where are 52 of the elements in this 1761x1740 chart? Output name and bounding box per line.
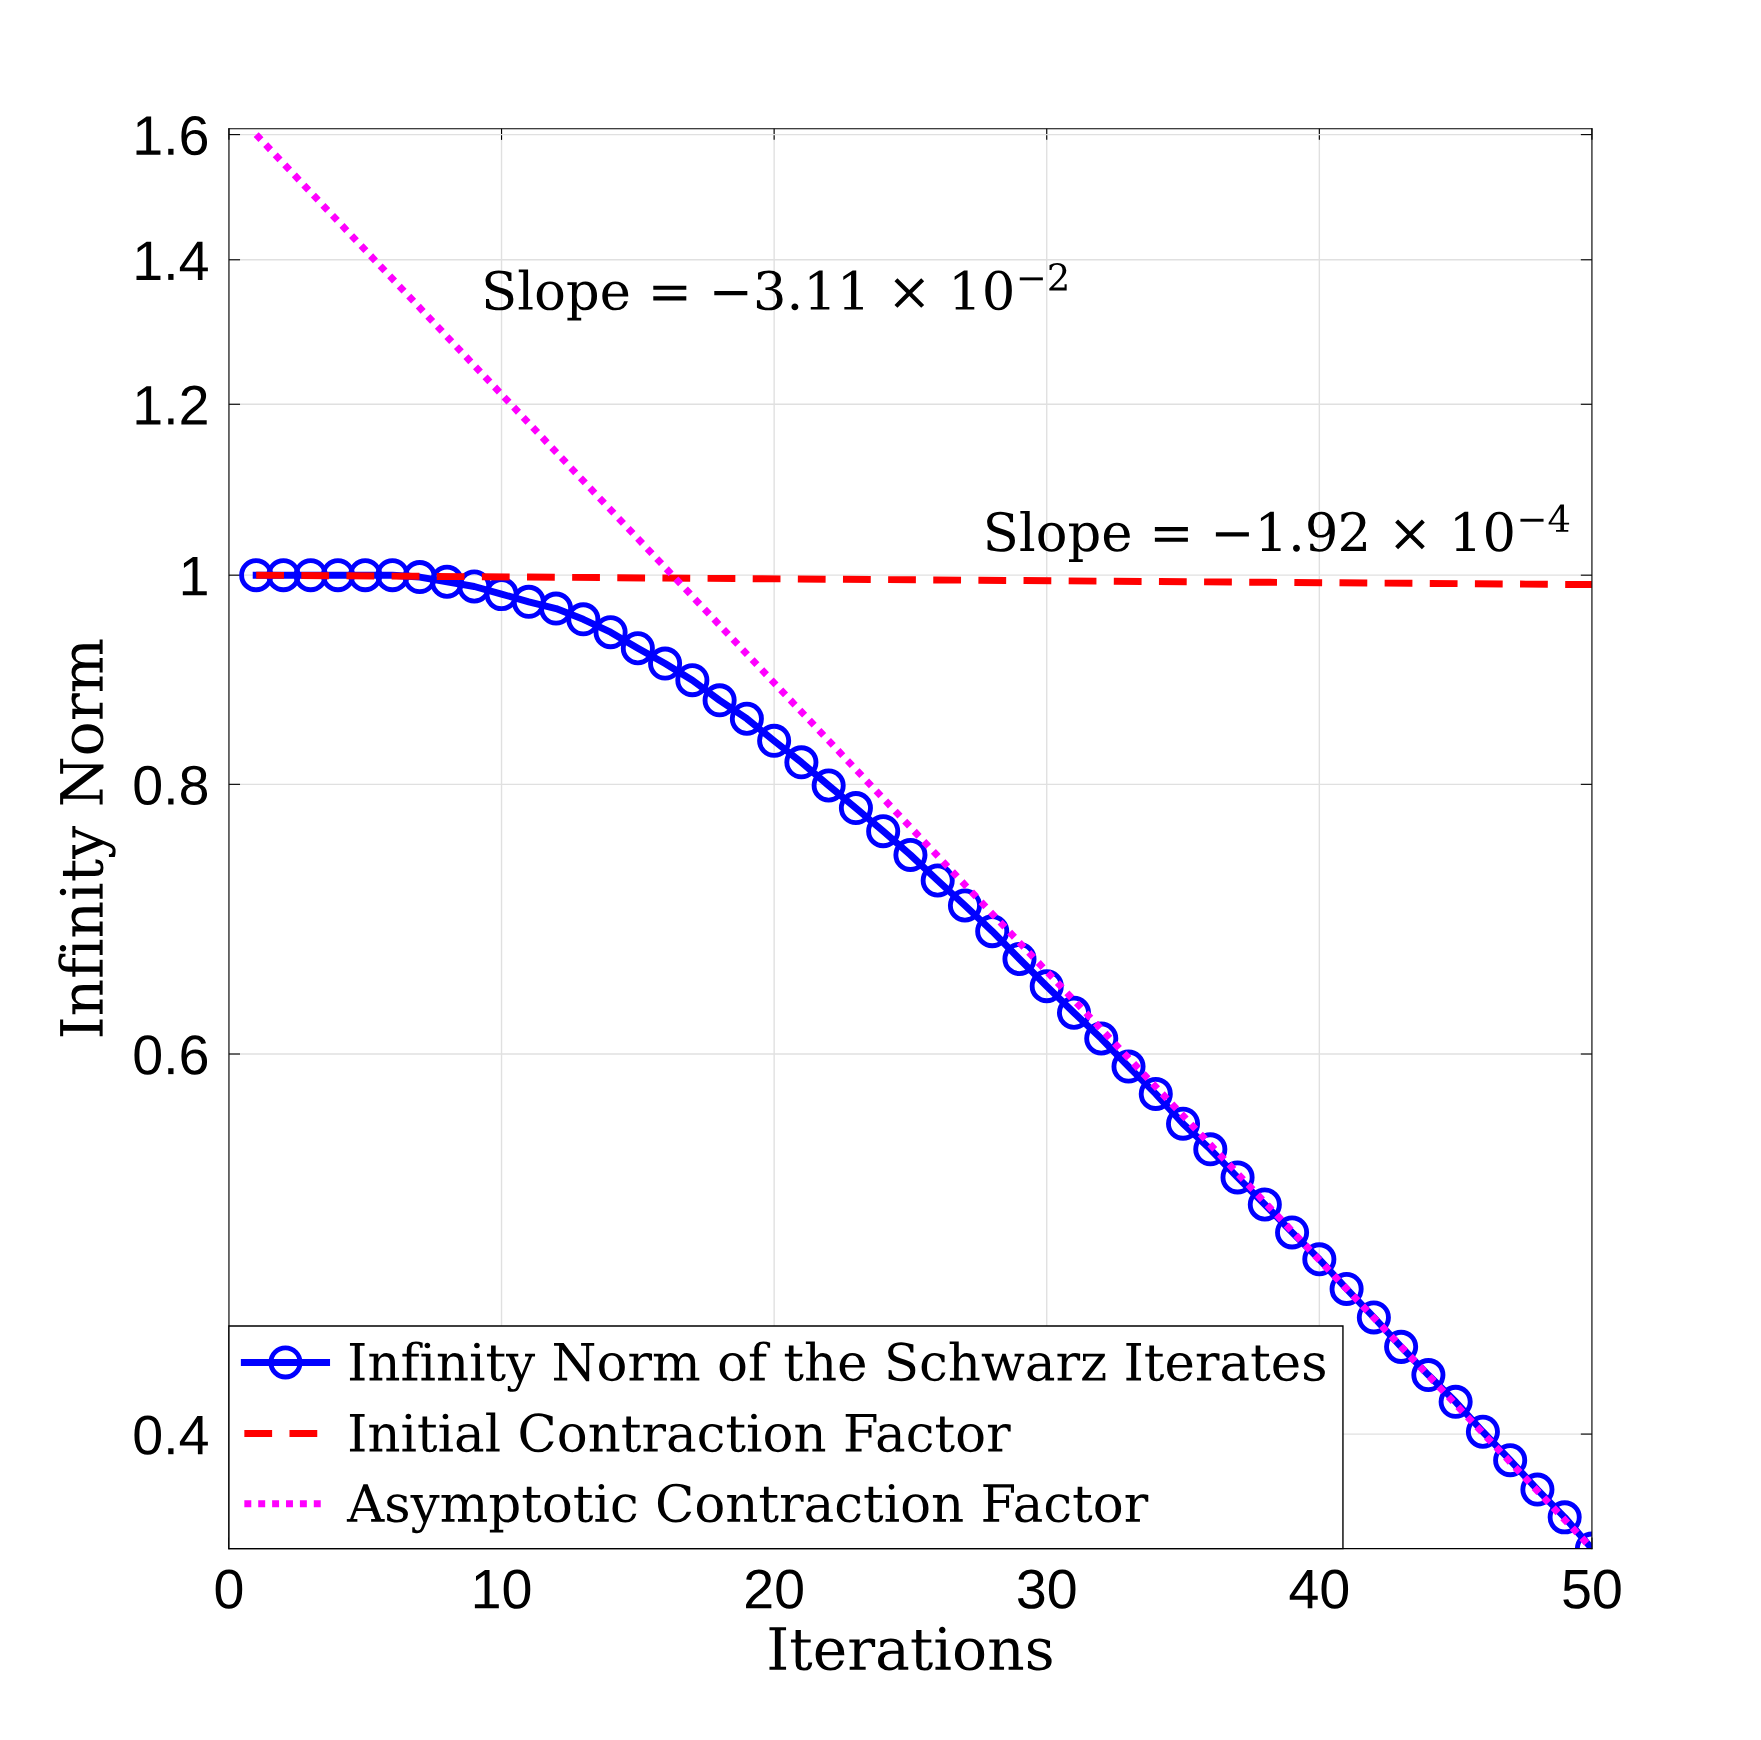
annotation: Slope = −3.11 × 10$^{−2}$ bbox=[485, 263, 1067, 321]
point bbox=[757, 723, 792, 758]
y-axis-title: Infinity Norm bbox=[58, 639, 116, 1037]
point bbox=[239, 558, 274, 593]
x-tick-label: 0 bbox=[215, 1569, 243, 1609]
point bbox=[1166, 1106, 1201, 1141]
point bbox=[375, 558, 410, 593]
point bbox=[539, 591, 574, 626]
x-tick-label: 10 bbox=[474, 1569, 531, 1609]
point bbox=[1138, 1076, 1173, 1111]
y-tick-label: 0.4 bbox=[134, 1415, 208, 1455]
x-axis-title: Iterations bbox=[769, 1626, 1052, 1671]
point bbox=[675, 663, 710, 698]
point bbox=[648, 646, 683, 681]
point bbox=[484, 577, 519, 612]
point bbox=[920, 863, 955, 898]
point bbox=[402, 560, 437, 595]
legend-label: Infinity Norm of the Schwarz Iterates bbox=[349, 1341, 1325, 1392]
annotation: Slope = −1.92 × 10$^{−4}$ bbox=[987, 504, 1570, 562]
point bbox=[293, 558, 328, 593]
point bbox=[811, 768, 846, 803]
x-tick-label: 50 bbox=[1563, 1569, 1621, 1609]
point bbox=[430, 564, 465, 599]
point bbox=[1111, 1049, 1146, 1084]
y-tick-label: 1.4 bbox=[136, 241, 208, 280]
y-tick-label: 0.8 bbox=[134, 765, 208, 806]
point bbox=[1247, 1187, 1282, 1222]
legend-label: Asymptotic Contraction Factor bbox=[346, 1483, 1149, 1534]
point bbox=[1275, 1215, 1310, 1250]
point bbox=[1438, 1384, 1473, 1419]
point bbox=[866, 814, 901, 849]
point bbox=[593, 615, 628, 650]
point bbox=[838, 791, 873, 826]
point bbox=[702, 683, 737, 718]
x-tick-label: 20 bbox=[746, 1569, 803, 1609]
point bbox=[511, 584, 546, 619]
point bbox=[620, 631, 655, 666]
x-tick-label: 30 bbox=[1017, 1569, 1076, 1609]
point bbox=[348, 558, 383, 593]
point bbox=[893, 837, 928, 872]
point bbox=[566, 602, 601, 637]
y-tick-label: 1 bbox=[182, 557, 207, 596]
y-tick-label: 1.2 bbox=[136, 385, 207, 425]
legend-label: Initial Contraction Factor bbox=[349, 1412, 1011, 1453]
point bbox=[729, 701, 764, 736]
point bbox=[784, 745, 819, 780]
point bbox=[1465, 1414, 1500, 1449]
point bbox=[266, 558, 301, 593]
x-tick-label: 40 bbox=[1289, 1569, 1349, 1609]
y-tick-label: 0.6 bbox=[134, 1035, 208, 1075]
y-tick-label: 1.6 bbox=[136, 115, 208, 156]
point bbox=[1411, 1358, 1446, 1393]
